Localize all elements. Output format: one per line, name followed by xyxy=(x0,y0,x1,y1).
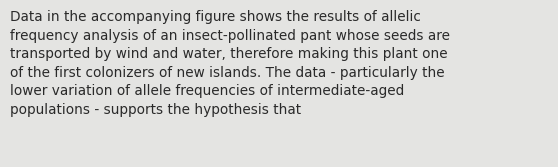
Text: Data in the accompanying figure shows the results of allelic
frequency analysis : Data in the accompanying figure shows th… xyxy=(10,10,450,117)
